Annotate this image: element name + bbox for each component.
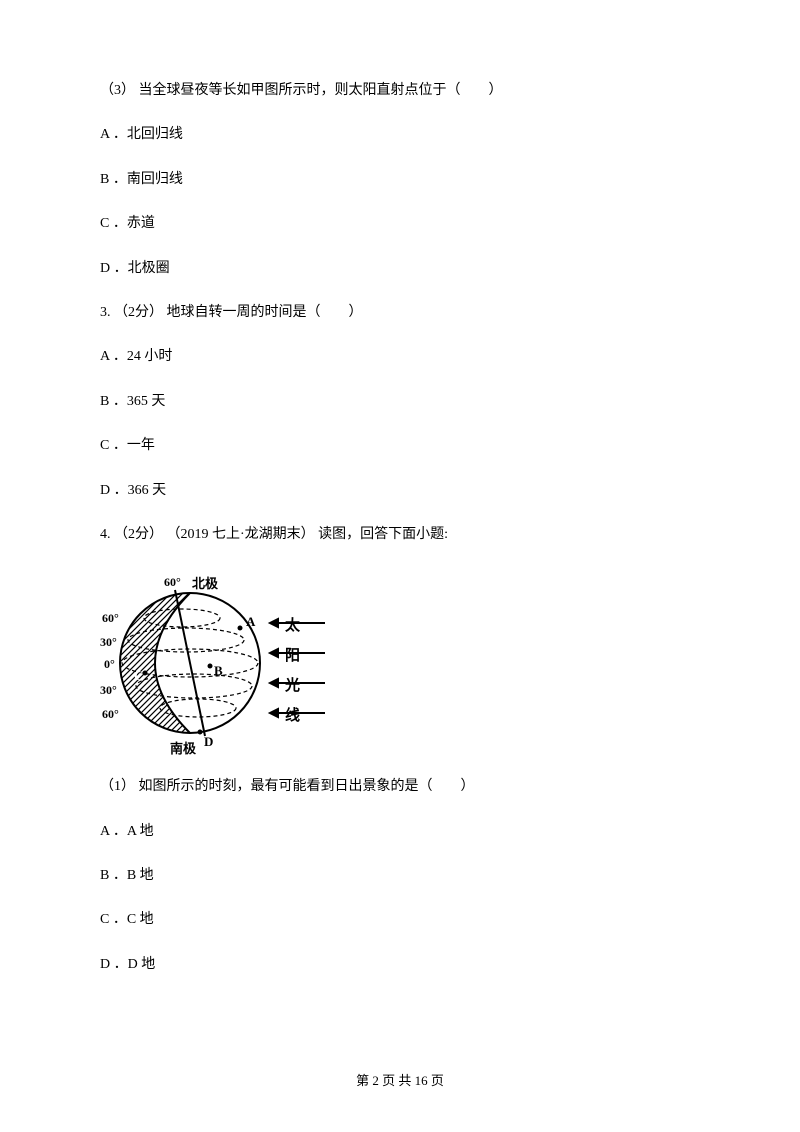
svg-text:60°: 60°: [164, 575, 181, 589]
q4-sub1-stem: （1） 如图所示的时刻，最有可能看到日出景象的是（ ）: [100, 776, 700, 798]
sun-label-4: 线: [285, 706, 300, 724]
q3sub-option-a: A ．北回归线: [100, 124, 700, 146]
lat-30n: 30°: [100, 635, 117, 649]
q3sub-option-c: C ．赤道: [100, 213, 700, 235]
globe-diagram: 60° 30° 0° 30° 60° 60° 北极 南极 A B C D 太 阳…: [100, 568, 330, 758]
sun-label-1: 太: [285, 616, 301, 634]
lat-0: 0°: [104, 657, 115, 671]
q4-label: 4.: [100, 527, 111, 542]
south-pole-label: 南极: [170, 741, 197, 756]
q4-sub1-option-a: A ．A 地: [100, 821, 700, 843]
q4-source: （2019 七上·龙湖期末）: [167, 527, 315, 542]
sun-label-3: 光: [284, 676, 300, 694]
q3-points: （2分）: [114, 305, 163, 320]
q3-stem: 3. （2分） 地球自转一周的时间是（ ）: [100, 302, 700, 324]
q3sub-text: 当全球昼夜等长如甲图所示时，则太阳直射点位于（ ）: [135, 83, 503, 98]
q3sub-stem: （3） 当全球昼夜等长如甲图所示时，则太阳直射点位于（ ）: [100, 80, 700, 102]
q4-points: （2分）: [114, 527, 163, 542]
page-footer: 第 2 页 共 16 页: [0, 1071, 800, 1092]
q3-option-b: B ．365 天: [100, 391, 700, 413]
q3-text: 地球自转一周的时间是（ ）: [167, 305, 363, 320]
point-c: C: [134, 668, 143, 683]
lat-60n: 60°: [102, 611, 119, 625]
lat-30s: 30°: [100, 683, 117, 697]
page-content: （3） 当全球昼夜等长如甲图所示时，则太阳直射点位于（ ） A ．北回归线 B …: [0, 0, 800, 1048]
q3-label: 3.: [100, 305, 111, 320]
q3sub-option-d: D ．北极圈: [100, 258, 700, 280]
q4-stem: 4. （2分） （2019 七上·龙湖期末） 读图，回答下面小题:: [100, 524, 700, 546]
q4-text: 读图，回答下面小题:: [318, 527, 448, 542]
q4-sub1-label: （1）: [100, 779, 135, 794]
lat-60s: 60°: [102, 707, 119, 721]
q3sub-option-b: B ．南回归线: [100, 169, 700, 191]
q4-sub1-option-d: D ．D 地: [100, 954, 700, 976]
q3sub-label: （3）: [100, 83, 135, 98]
q4-sub1-option-b: B ．B 地: [100, 865, 700, 887]
point-d: D: [204, 734, 213, 749]
q4-sub1-text: 如图所示的时刻，最有可能看到日出景象的是（ ）: [135, 779, 475, 794]
q4-sub1-option-c: C ．C 地: [100, 909, 700, 931]
point-a: A: [246, 614, 256, 629]
sun-label-2: 阳: [285, 647, 300, 664]
q3-option-d: D ．366 天: [100, 480, 700, 502]
point-b: B: [214, 663, 223, 678]
q3-option-a: A ．24 小时: [100, 346, 700, 368]
q3-option-c: C ．一年: [100, 435, 700, 457]
north-pole-label: 北极: [192, 576, 219, 591]
